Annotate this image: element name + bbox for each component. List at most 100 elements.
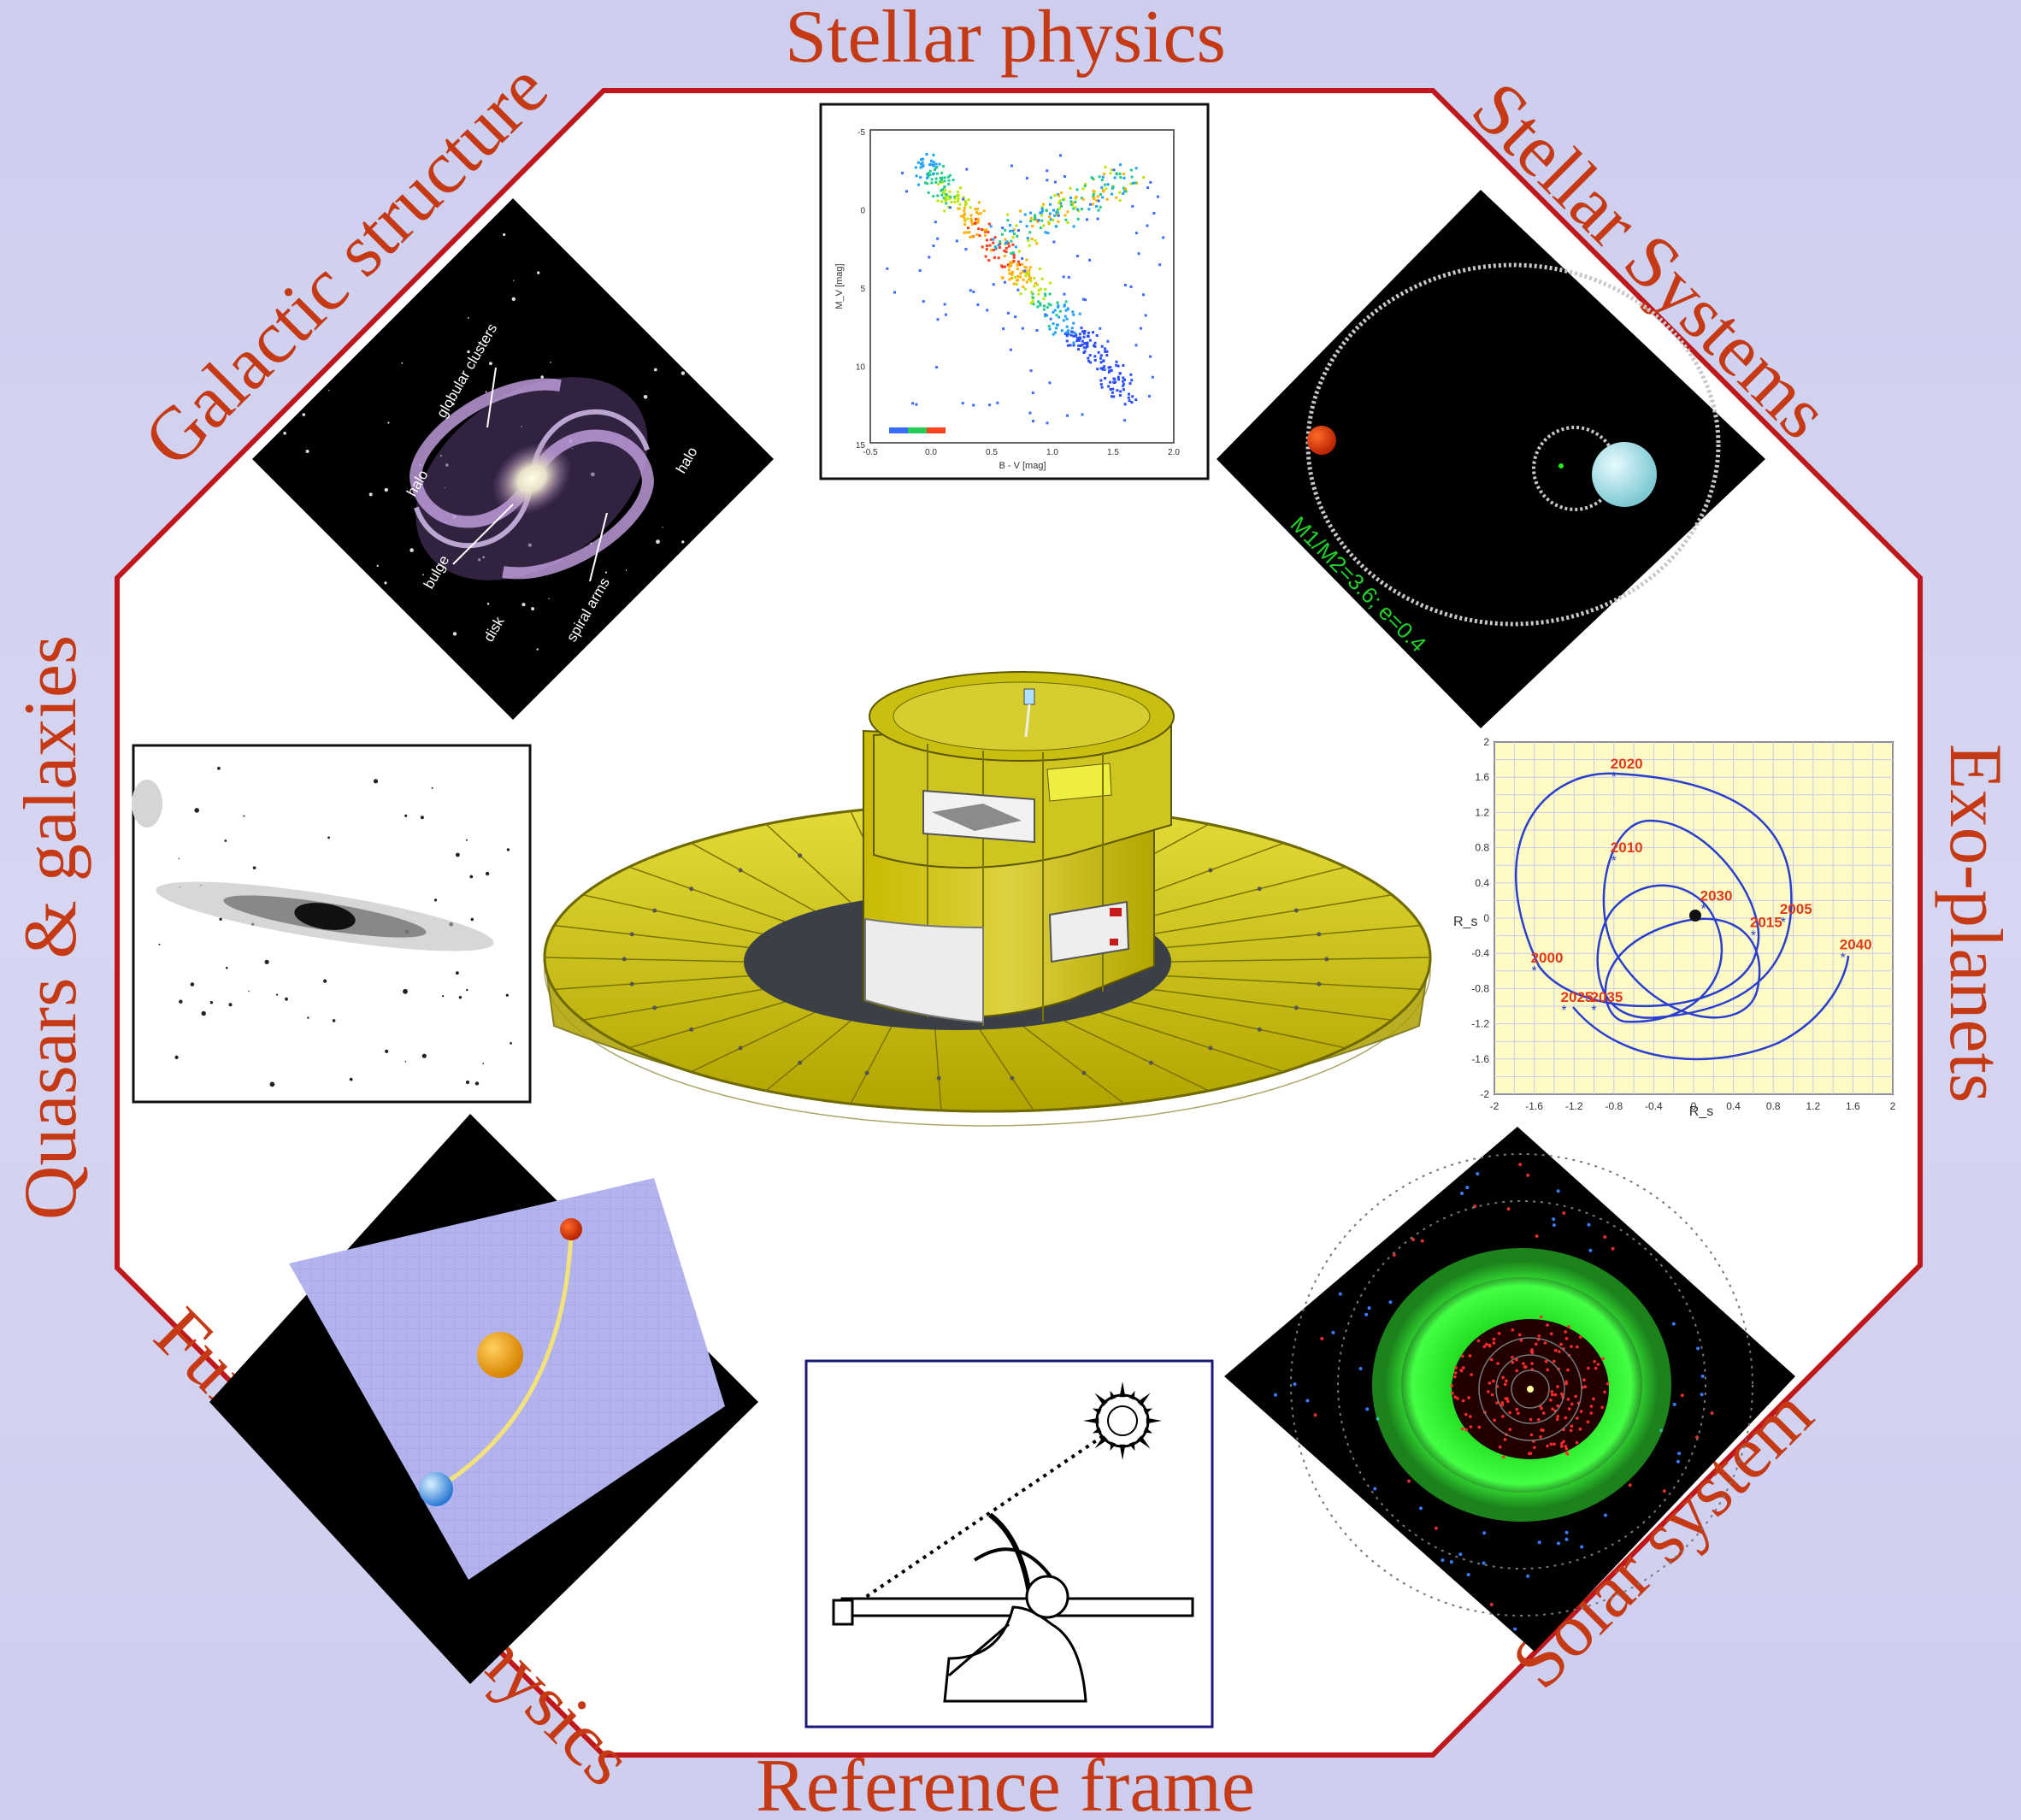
- inner-object: [1579, 1335, 1582, 1339]
- sunshield-panel-edge: [691, 1011, 816, 1073]
- galaxy-star: [452, 632, 457, 636]
- inner-object: [1501, 1455, 1505, 1458]
- hr-point: [932, 195, 935, 198]
- hr-point: [1082, 335, 1086, 339]
- hr-point: [969, 219, 973, 222]
- hr-point: [1069, 186, 1072, 190]
- hr-point: [1096, 217, 1099, 221]
- hr-point: [1081, 413, 1084, 416]
- hr-point: [1011, 243, 1015, 246]
- hr-point: [1012, 259, 1016, 262]
- exo-ytick: 0.8: [1475, 842, 1489, 854]
- exo-xtick: 1.6: [1846, 1100, 1860, 1112]
- hr-point: [953, 195, 957, 198]
- edge-star: [248, 990, 250, 992]
- hr-point: [1033, 276, 1036, 280]
- inner-object: [1565, 1452, 1570, 1456]
- inner-object: [1460, 1427, 1464, 1431]
- hr-point: [1003, 255, 1006, 257]
- spacetime-panel: [209, 1114, 758, 1684]
- hr-point: [1070, 330, 1073, 333]
- inner-object: [1524, 1365, 1528, 1369]
- hr-point: [1065, 317, 1069, 321]
- exo-year-point: *: [1561, 1004, 1566, 1018]
- hr-point: [1083, 184, 1087, 187]
- exo-ytick: -0.8: [1471, 982, 1489, 994]
- sunshield-rivet: [1208, 1045, 1213, 1051]
- hr-point: [1025, 272, 1028, 275]
- hr-point: [918, 269, 922, 272]
- hr-point: [958, 207, 961, 210]
- hr-point: [955, 239, 958, 243]
- outer-object: [1419, 1506, 1423, 1511]
- hr-point: [1129, 285, 1133, 288]
- hr-point: [1077, 209, 1081, 213]
- hr-point: [1046, 306, 1049, 309]
- exo-year-point: *: [1751, 929, 1756, 944]
- inner-object: [1549, 1442, 1553, 1446]
- inner-object: [1546, 1444, 1549, 1448]
- hr-point: [1042, 297, 1046, 300]
- hr-point: [963, 219, 967, 222]
- galaxy-star: [328, 390, 330, 392]
- inner-object: [1587, 1366, 1590, 1370]
- sunshield-rivet: [1010, 1075, 1015, 1081]
- hr-point: [1099, 367, 1103, 370]
- sunshield-panel-edge: [554, 924, 749, 949]
- hr-point: [1010, 271, 1014, 274]
- hr-point: [1028, 411, 1032, 415]
- inner-object: [1495, 1401, 1499, 1405]
- hr-point: [1042, 308, 1046, 311]
- hr-point: [1026, 237, 1029, 239]
- hr-point: [1122, 192, 1125, 195]
- hr-point: [1064, 309, 1068, 312]
- hr-point: [1117, 375, 1120, 379]
- inner-object: [1517, 1333, 1522, 1337]
- hr-point: [1009, 229, 1012, 233]
- inner-object: [1487, 1390, 1490, 1393]
- hr-point: [958, 203, 962, 206]
- hr-point: [1037, 219, 1040, 222]
- hr-point: [1028, 268, 1031, 272]
- hr-point: [1097, 199, 1100, 203]
- hr-point: [1064, 300, 1068, 303]
- hr-point: [1118, 372, 1122, 375]
- sunshield-rivet: [798, 853, 803, 858]
- hr-point: [987, 259, 991, 262]
- hr-point: [1111, 186, 1114, 190]
- hr-point: [964, 248, 968, 250]
- hr-point: [1076, 208, 1080, 211]
- hr-point: [1039, 302, 1041, 305]
- binary-orbit-large: [1305, 262, 1721, 627]
- hr-point: [1122, 186, 1125, 190]
- hr-point: [1046, 179, 1049, 182]
- hr-point: [1016, 288, 1020, 292]
- hr-point: [1015, 224, 1018, 227]
- hr-point: [967, 227, 970, 230]
- hr-point: [977, 212, 981, 215]
- hr-point: [938, 162, 941, 166]
- hr-point: [1080, 208, 1083, 210]
- hr-point: [1057, 214, 1060, 217]
- hr-point: [1078, 333, 1081, 336]
- hr-point: [1023, 287, 1027, 291]
- hr-point: [1059, 202, 1063, 205]
- hr-point: [1008, 265, 1010, 268]
- edge-star: [209, 1001, 214, 1004]
- sunshield-rivet: [1081, 1070, 1087, 1075]
- hr-point: [1048, 215, 1051, 219]
- inner-object: [1566, 1398, 1570, 1401]
- inner-object: [1555, 1417, 1559, 1422]
- hr-point: [1064, 175, 1066, 178]
- hr-point: [1004, 238, 1007, 241]
- outer-object: [1388, 1300, 1393, 1305]
- sunshield-rivet: [1257, 886, 1262, 892]
- hr-point: [1106, 339, 1110, 343]
- outer-object: [1364, 1312, 1369, 1316]
- outer-object: [1392, 1253, 1396, 1257]
- sunshield-panel-edge: [544, 957, 745, 963]
- exo-xtick: 0.8: [1766, 1100, 1781, 1112]
- inner-object: [1544, 1359, 1548, 1364]
- inner-object: [1511, 1355, 1514, 1359]
- hr-point: [1044, 292, 1046, 296]
